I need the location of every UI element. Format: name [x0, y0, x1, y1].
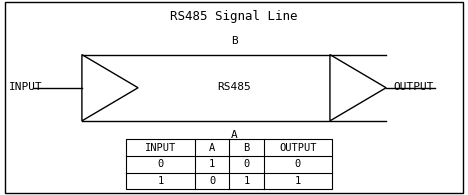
Text: OUTPUT: OUTPUT: [393, 82, 434, 92]
Text: RS485: RS485: [217, 82, 251, 92]
Text: B: B: [231, 36, 237, 46]
Text: 1: 1: [158, 176, 164, 186]
Text: 0: 0: [295, 159, 301, 169]
Text: A: A: [209, 143, 215, 153]
Text: 1: 1: [209, 159, 215, 169]
Text: 1: 1: [295, 176, 301, 186]
Text: 0: 0: [209, 176, 215, 186]
Text: 0: 0: [243, 159, 249, 169]
Text: 0: 0: [158, 159, 164, 169]
Polygon shape: [330, 55, 386, 121]
Bar: [126, 139, 332, 189]
Text: INPUT: INPUT: [145, 143, 176, 153]
Text: B: B: [243, 143, 249, 153]
Text: 1: 1: [243, 176, 249, 186]
Text: INPUT: INPUT: [9, 82, 43, 92]
Polygon shape: [82, 55, 138, 121]
Text: OUTPUT: OUTPUT: [279, 143, 317, 153]
Text: A: A: [231, 129, 237, 140]
Text: RS485 Signal Line: RS485 Signal Line: [170, 10, 298, 23]
